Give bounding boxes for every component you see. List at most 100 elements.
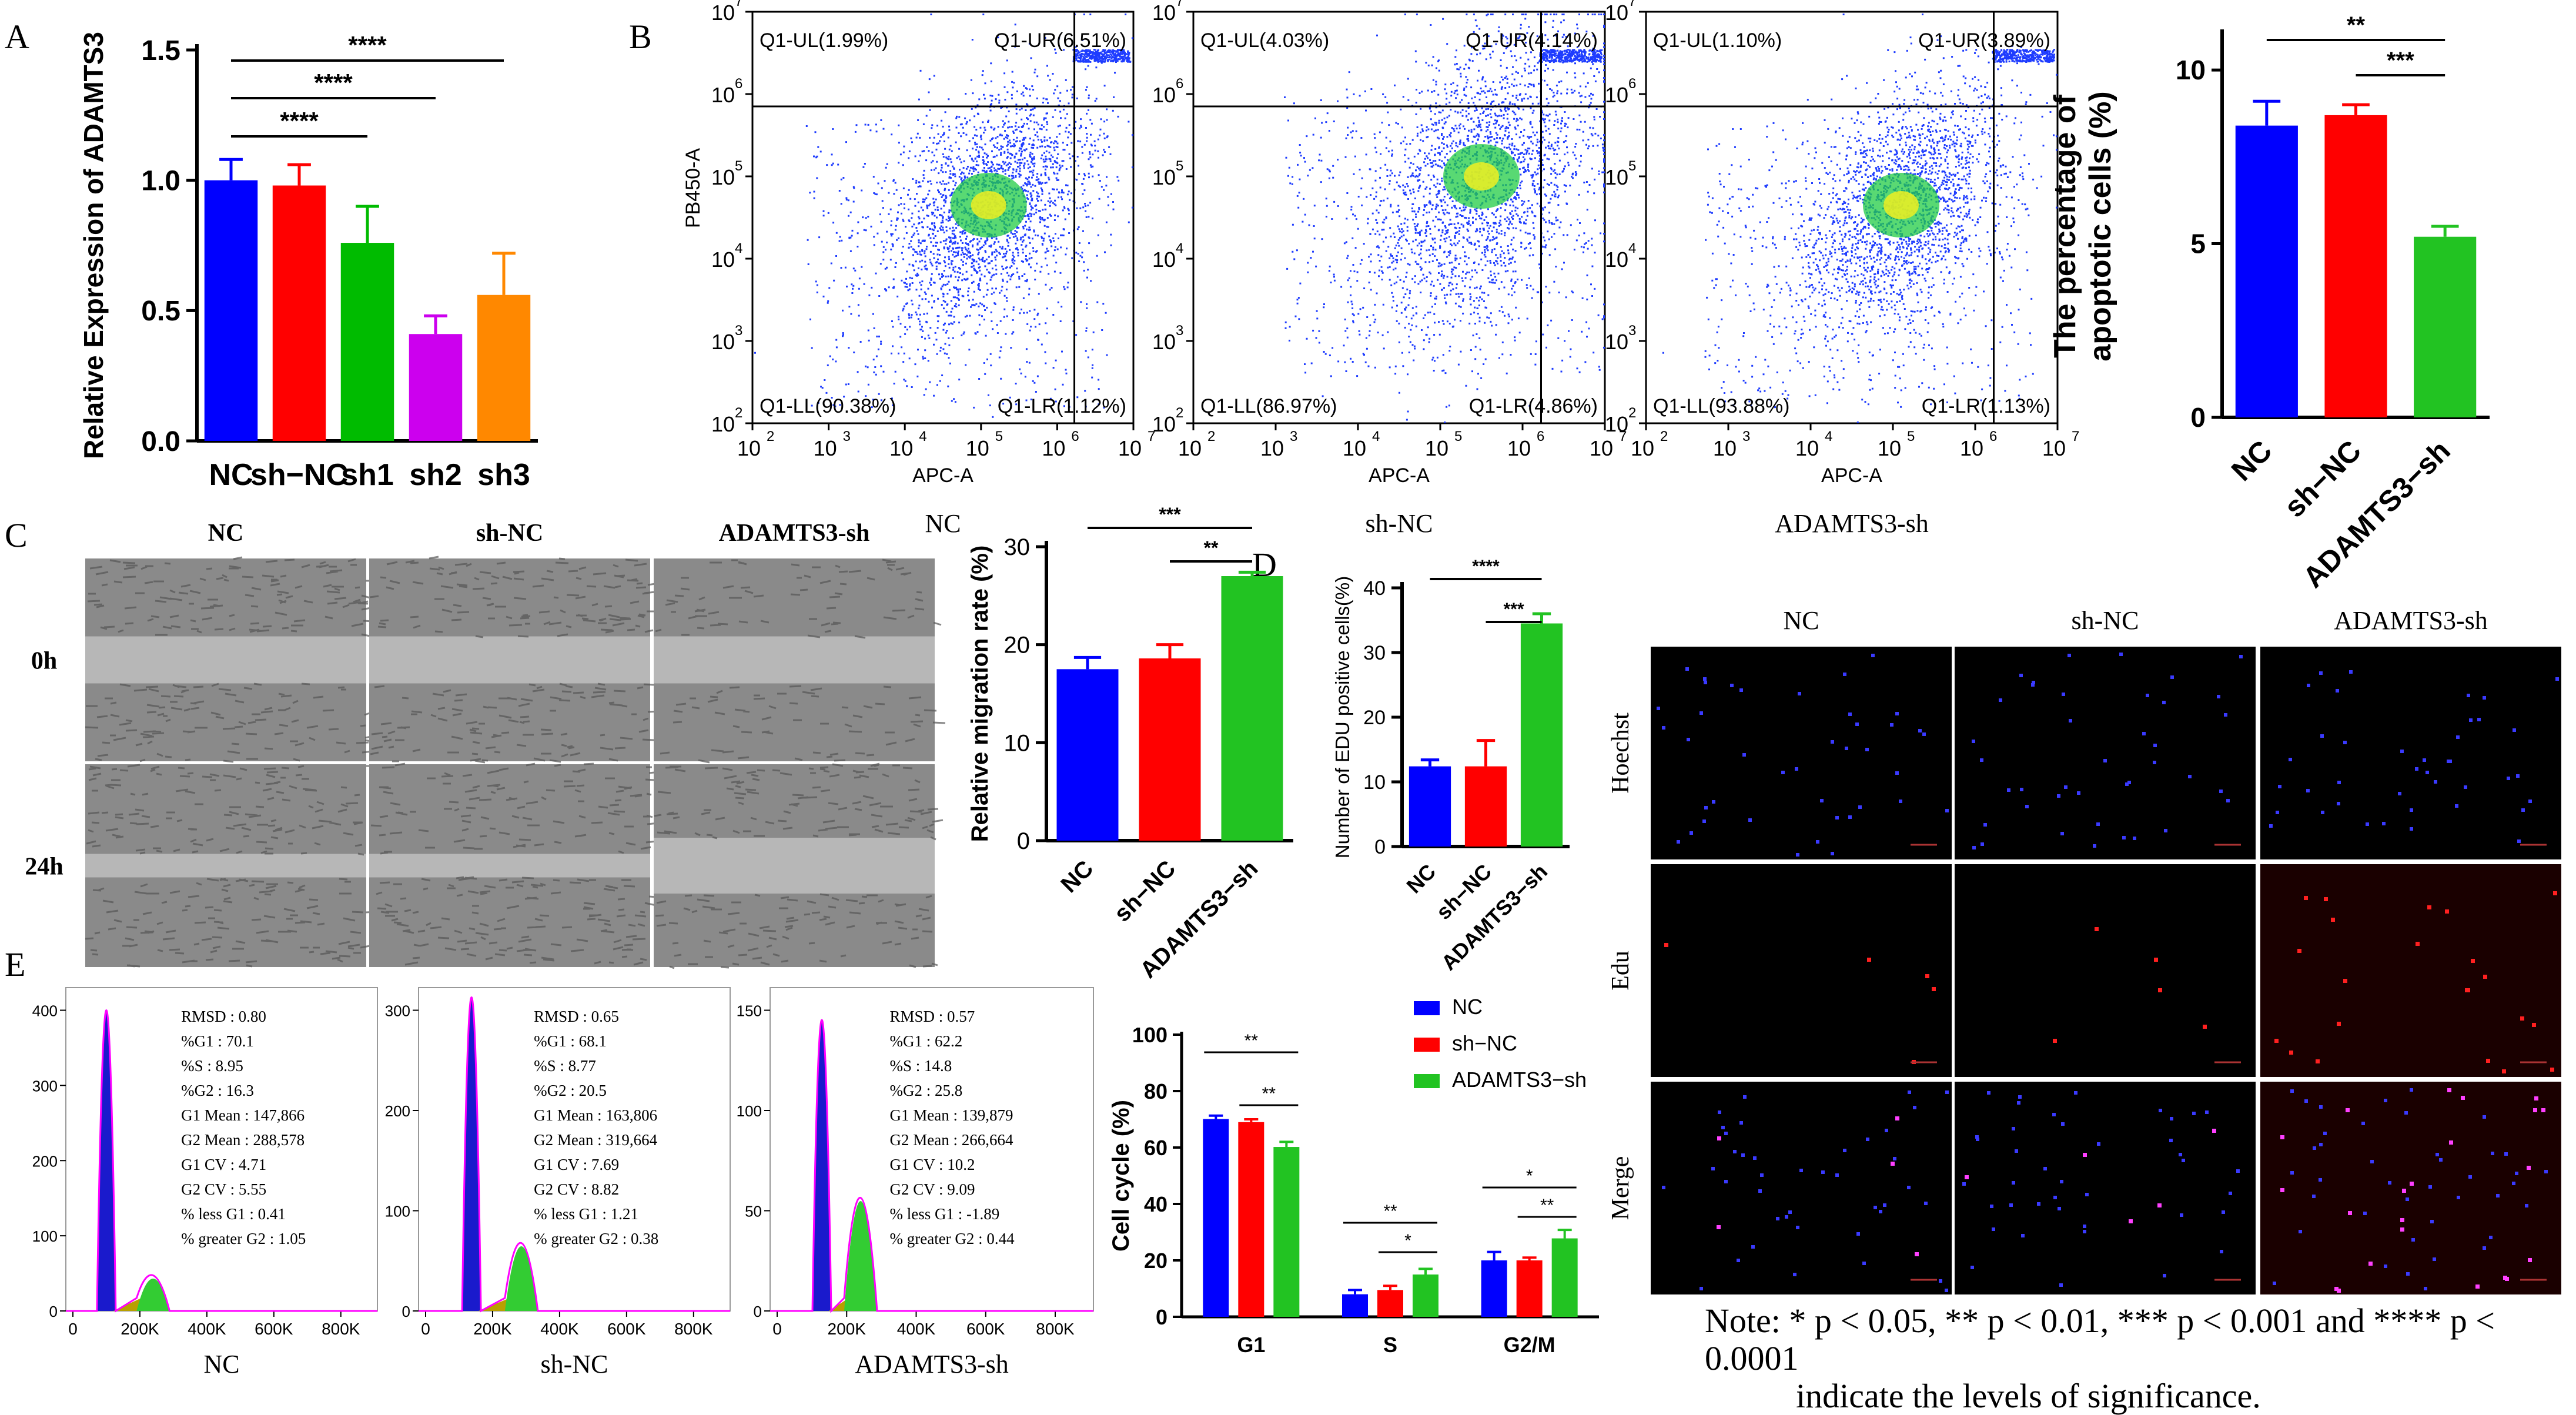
flow-x-tick-exp: 5 [995, 429, 1003, 444]
quadrant-lr: Q1-LR(4.86%) [1469, 395, 1598, 417]
quadrant-ul: Q1-UL(1.99%) [760, 29, 888, 52]
x-tick-label: sh−NC [1109, 855, 1180, 926]
legend-label: NC [1452, 995, 1483, 1019]
bar-sh−NC-S [1377, 1290, 1403, 1317]
flow-x-tick-label: 10 [1260, 436, 1284, 460]
hist-y-tick-label: 0 [402, 1303, 410, 1320]
y-tick-label: 0.0 [141, 426, 180, 457]
bar-ADAMTS3−sh [2414, 236, 2477, 417]
edu-row-label: Merge [1607, 1156, 1634, 1220]
quadrant-ll: Q1-LL(90.38%) [760, 395, 896, 417]
hist-y-tick-label: 300 [385, 1002, 410, 1020]
flow-x-tick-label: 10 [1878, 436, 1901, 460]
quadrant-ur: Q1-UR(4.14%) [1466, 29, 1598, 52]
flow-y-tick-exp: 5 [1176, 158, 1183, 174]
flow-x-tick-exp: 3 [1742, 429, 1750, 444]
flow-sample-name: sh-NC [1366, 509, 1433, 538]
flow-x-label: APC-A [1821, 464, 1882, 487]
flow-x-label: APC-A [912, 464, 973, 487]
y-tick-label: 20 [1363, 707, 1386, 729]
y-tick-label: 0.5 [141, 296, 180, 327]
panel-letter-b: B [629, 18, 652, 56]
hist-x-tick-label: 400K [897, 1320, 936, 1338]
x-tick-label: NC [1401, 859, 1440, 898]
bar-NC [1409, 766, 1451, 847]
y-tick-label: 40 [1363, 577, 1386, 600]
y-tick-label: 40 [1144, 1192, 1167, 1216]
flow-x-tick-exp: 6 [1989, 429, 1997, 444]
flow-y-tick-exp: 2 [735, 405, 742, 421]
bar-sh1 [340, 243, 394, 441]
flow-y-tick-exp: 3 [1628, 323, 1636, 339]
hist-stat: G1 Mean : 139,879 [890, 1106, 1013, 1124]
hist-stat: % greater G2 : 0.38 [534, 1230, 658, 1247]
model-fit-line [66, 1009, 377, 1313]
edu-column-label: sh-NC [2072, 606, 2139, 635]
quadrant-lr: Q1-LR(1.12%) [998, 395, 1126, 417]
flow-cytometry-panels: 10 210 210 310 310 410 410 510 510 610 610 710 7APC-… [682, 0, 2079, 538]
hist-x-tick-label: 600K [255, 1320, 293, 1338]
wound-gap [654, 636, 935, 684]
bar-sh−NC [272, 185, 326, 441]
bar-sh3 [477, 295, 531, 441]
fluorescence-image [2260, 647, 2561, 859]
fluorescence-image [2260, 1082, 2561, 1294]
bar-NC [1056, 669, 1119, 841]
flow-x-tick-exp: 5 [1907, 429, 1915, 444]
y-tick-label: 5 [2190, 229, 2206, 259]
hist-stat: %S : 8.77 [534, 1057, 596, 1075]
wound-column-label: NC [208, 520, 244, 547]
flow-x-label: APC-A [1369, 464, 1430, 487]
bar-ADAMTS3−sh-S [1413, 1274, 1438, 1317]
y-axis-title: apoptotic cells (%) [2083, 91, 2117, 361]
flow-y-tick-label: 10 [1605, 165, 1628, 189]
hist-stat: RMSD : 0.80 [181, 1008, 266, 1025]
bar-ADAMTS3−sh [1221, 576, 1283, 841]
fluorescence-image [1955, 647, 2256, 859]
hist-stat: G1 CV : 4.71 [181, 1156, 266, 1173]
hist-y-tick-label: 0 [754, 1303, 762, 1320]
panel-letter-c: C [5, 516, 28, 554]
hist-stat: % less G1 : 0.41 [181, 1205, 286, 1223]
hist-stat: RMSD : 0.57 [890, 1008, 975, 1025]
hist-x-tick-label: 800K [674, 1320, 713, 1338]
flow-y-tick-exp: 6 [1628, 76, 1636, 92]
hist-y-tick-label: 400 [32, 1002, 58, 1020]
flow-y-tick-exp: 5 [1628, 158, 1636, 174]
flow-y-tick-exp: 3 [1176, 323, 1183, 339]
hist-stat: %G1 : 68.1 [534, 1032, 607, 1050]
flow-y-tick-label: 10 [711, 1, 735, 25]
bar-NC [204, 180, 258, 441]
flow-plot-frame [751, 11, 1135, 424]
bar-sh2 [409, 334, 463, 441]
quadrant-ur: Q1-UR(3.89%) [1918, 29, 2050, 52]
flow-event-dots [1662, 14, 2058, 423]
wound-column-label: sh-NC [476, 520, 543, 547]
flow-x-tick-label: 10 [889, 436, 913, 460]
hist-y-tick-label: 150 [737, 1002, 762, 1020]
hist-stat: G2 CV : 5.55 [181, 1180, 266, 1198]
flow-x-tick-exp: 3 [1290, 429, 1297, 444]
hist-y-tick-label: 0 [49, 1303, 58, 1320]
flow-sample-name: NC [925, 509, 961, 538]
flow-x-tick-label: 10 [1425, 436, 1448, 460]
flow-y-tick-label: 10 [1605, 1, 1628, 25]
x-tick-label: G1 [1237, 1333, 1265, 1357]
significance-label: **** [348, 31, 387, 59]
quadrant-ll: Q1-LL(93.88%) [1653, 395, 1789, 417]
hist-y-tick-label: 100 [385, 1203, 410, 1220]
significance-label: ** [1244, 1031, 1259, 1051]
bar-sh−NC [1464, 766, 1507, 847]
significance-label: **** [314, 69, 353, 96]
hist-stat: %S : 14.8 [890, 1057, 952, 1075]
flow-y-tick-exp: 2 [1176, 405, 1183, 421]
y-tick-label: 1.0 [141, 165, 180, 196]
y-axis-title: The percentage of [2048, 94, 2082, 358]
hist-x-tick-label: 200K [121, 1320, 159, 1338]
hist-stat: G1 CV : 7.69 [534, 1156, 619, 1173]
significance-label: ** [1204, 537, 1219, 558]
legend-label: ADAMTS3−sh [1452, 1068, 1587, 1092]
hist-x-tick-label: 400K [540, 1320, 579, 1338]
